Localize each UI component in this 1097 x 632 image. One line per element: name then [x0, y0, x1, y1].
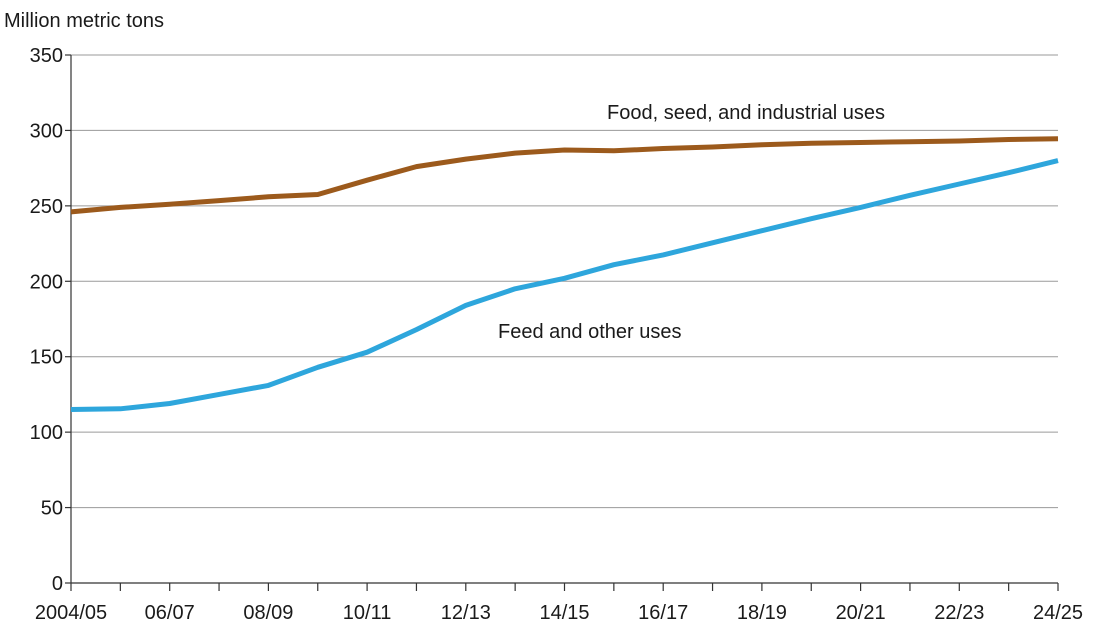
series-label-feed-other: Feed and other uses — [498, 321, 681, 343]
x-axis-ticks: 2004/05 06/07 08/09 10/11 12/13 14/15 16/17 18/… — [35, 583, 1083, 624]
x-tick-label-2: 06/07 — [145, 602, 195, 624]
axes — [70, 55, 1058, 584]
x-tick-label-12: 16/17 — [638, 602, 688, 624]
y-tick-label-150: 150 — [30, 347, 63, 369]
x-tick-label-16: 20/21 — [836, 602, 886, 624]
series-lines — [70, 136, 1059, 412]
x-tick-label-14: 18/19 — [737, 602, 787, 624]
x-tick-label-18: 22/23 — [934, 602, 984, 624]
y-tick-label-50: 50 — [41, 498, 63, 520]
x-tick-label-4: 08/09 — [243, 602, 293, 624]
x-tick-label-10: 14/15 — [539, 602, 589, 624]
series-line-1 — [70, 158, 1059, 412]
x-tick-label-20: 24/25 — [1033, 602, 1083, 624]
x-tick-label-8: 12/13 — [441, 602, 491, 624]
y-tick-label-200: 200 — [30, 271, 63, 293]
series-label-food-seed-industrial: Food, seed, and industrial uses — [607, 102, 885, 124]
gridlines — [71, 54, 1058, 509]
y-tick-label-300: 300 — [30, 120, 63, 142]
x-tick-label-0: 2004/05 — [35, 602, 107, 624]
y-axis-ticks: 0 50 100 150 200 250 300 350 — [30, 45, 71, 595]
y-axis-title: Million metric tons — [4, 10, 164, 32]
x-tick-label-6: 10/11 — [343, 602, 392, 624]
y-tick-label-350: 350 — [30, 45, 63, 67]
y-tick-label-0: 0 — [52, 573, 63, 595]
y-tick-label-100: 100 — [30, 422, 63, 444]
y-tick-label-250: 250 — [30, 196, 63, 218]
series-line-0 — [70, 136, 1059, 215]
